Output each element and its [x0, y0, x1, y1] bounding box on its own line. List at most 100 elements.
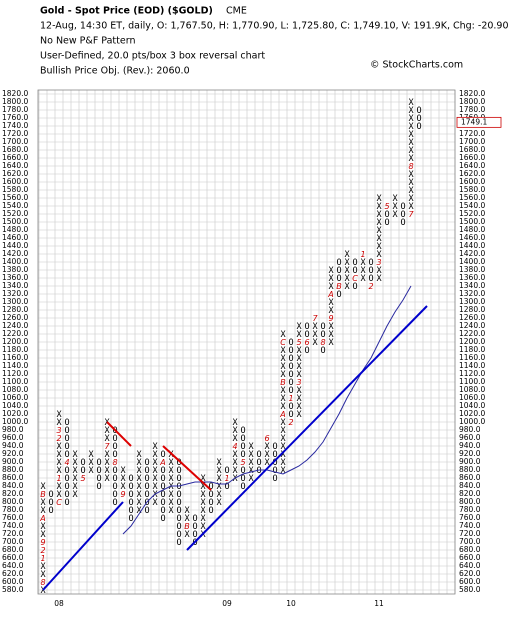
x-box: X	[216, 482, 222, 492]
y-tick-label: 640.0	[2, 561, 24, 570]
y-tick-label: 700.0	[2, 537, 24, 546]
x-box: X	[392, 202, 398, 212]
month-marker: 2	[288, 418, 293, 427]
o-box: O	[96, 458, 101, 468]
pnf-column: OOO	[48, 490, 53, 516]
o-box: O	[240, 466, 245, 476]
x-box: X	[408, 154, 414, 164]
x-box: X	[120, 466, 126, 476]
month-marker: 1	[288, 394, 293, 403]
o-box: O	[176, 514, 181, 524]
y-tick-label-right: 1340.0	[459, 281, 485, 290]
y-tick-label: 840.0	[2, 481, 24, 490]
x-box: X	[344, 266, 350, 276]
x-box: X	[296, 402, 302, 412]
y-tick-label: 800.0	[2, 497, 24, 506]
x-box: X	[120, 482, 126, 492]
month-marker: 2	[56, 434, 61, 443]
x-box: X	[56, 458, 62, 468]
o-box: O	[176, 498, 181, 508]
y-tick-label-right: 1380.0	[459, 265, 485, 274]
o-box: O	[400, 218, 405, 228]
o-box: O	[272, 466, 277, 476]
month-marker: 8	[320, 338, 325, 347]
x-box: X	[408, 178, 414, 188]
x-box: X	[88, 458, 94, 468]
o-box: O	[256, 450, 261, 460]
x-box: X	[376, 226, 382, 236]
x-box: X	[72, 474, 78, 484]
o-box: O	[176, 482, 181, 492]
o-box: O	[64, 474, 69, 484]
o-box: O	[208, 498, 213, 508]
x-box: X	[104, 426, 110, 436]
x-box: X	[152, 442, 158, 452]
x-box: X	[184, 506, 190, 516]
info-line: 12-Aug, 14:30 ET, daily, O: 1,767.50, H:…	[40, 21, 509, 32]
o-box: O	[176, 538, 181, 548]
month-marker: 6	[304, 338, 309, 347]
y-tick-label-right: 1800.0	[459, 97, 485, 106]
month-marker: 9	[120, 490, 125, 499]
o-box: O	[416, 122, 421, 132]
y-tick-label: 1520.0	[2, 209, 28, 218]
month-marker: 7	[312, 314, 318, 323]
o-box: O	[176, 458, 181, 468]
o-box: O	[304, 322, 309, 332]
month-marker: B	[280, 378, 286, 387]
x-box: X	[136, 450, 142, 460]
x-box: X	[408, 146, 414, 156]
x-box: X	[168, 474, 174, 484]
o-box: O	[160, 466, 165, 476]
o-box: O	[144, 474, 149, 484]
y-tick-label-right: 1420.0	[459, 249, 485, 258]
x-box: X	[408, 186, 414, 196]
o-box: O	[144, 490, 149, 500]
x-box: X	[184, 514, 190, 524]
x-box: X	[136, 482, 142, 492]
y-tick-label-right: 620.0	[459, 569, 481, 578]
x-box: X	[264, 450, 270, 460]
x-box: X	[136, 458, 142, 468]
y-tick-label: 1440.0	[2, 241, 28, 250]
x-box: X	[40, 586, 46, 596]
month-marker: 7	[408, 210, 414, 219]
o-box: O	[224, 466, 229, 476]
o-box: O	[64, 434, 69, 444]
month-marker: 5	[240, 458, 245, 467]
y-tick-label: 1140.0	[2, 361, 28, 370]
o-box: O	[272, 458, 277, 468]
o-box: O	[352, 266, 357, 276]
month-marker: 5	[384, 202, 389, 211]
x-box: X	[168, 506, 174, 516]
x-box: X	[280, 418, 286, 428]
x-box: X	[408, 114, 414, 124]
x-box: X	[232, 466, 238, 476]
x-box: X	[200, 530, 206, 540]
y-tick-label-right: 600.0	[459, 577, 481, 586]
o-box: O	[48, 498, 53, 508]
x-box: X	[344, 282, 350, 292]
y-tick-label: 1780.0	[2, 105, 28, 114]
x-box: X	[296, 330, 302, 340]
x-box: X	[200, 506, 206, 516]
o-box: O	[128, 506, 133, 516]
o-box: O	[176, 506, 181, 516]
objective: Bullish Price Obj. (Rev.): 2060.0	[40, 66, 190, 77]
x-box: X	[248, 466, 254, 476]
x-box: X	[232, 434, 238, 444]
y-tick-label: 1500.0	[2, 217, 28, 226]
month-marker: 6	[264, 434, 269, 443]
x-box: X	[40, 530, 46, 540]
month-marker: A	[39, 514, 45, 523]
